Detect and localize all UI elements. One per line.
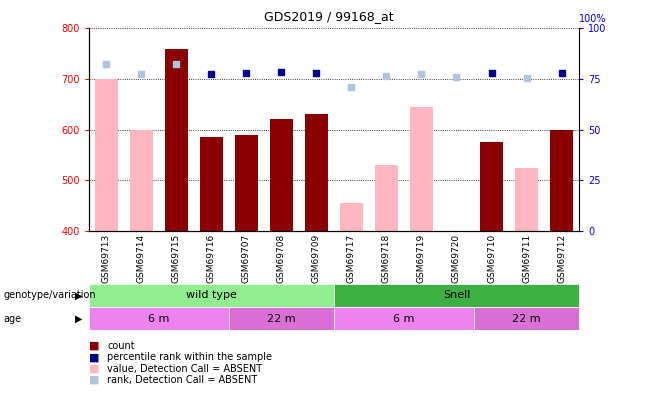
Text: ■: ■: [89, 364, 99, 373]
Text: count: count: [107, 341, 135, 351]
Text: GSM69712: GSM69712: [557, 233, 566, 283]
Bar: [270, 119, 293, 231]
Bar: [515, 168, 538, 231]
Text: GSM69718: GSM69718: [382, 233, 391, 283]
Bar: [480, 142, 503, 231]
Text: GSM69709: GSM69709: [312, 233, 321, 283]
Text: GSM69715: GSM69715: [172, 233, 181, 283]
Text: GSM69717: GSM69717: [347, 233, 356, 283]
Text: ▶: ▶: [75, 313, 83, 324]
Text: wild type: wild type: [186, 290, 237, 301]
Text: age: age: [3, 313, 22, 324]
Text: Snell: Snell: [443, 290, 470, 301]
Bar: [165, 49, 188, 231]
Text: genotype/variation: genotype/variation: [3, 290, 96, 301]
Bar: [89, 307, 229, 330]
Bar: [375, 165, 398, 231]
Bar: [229, 307, 334, 330]
Bar: [305, 114, 328, 231]
Text: ■: ■: [89, 341, 99, 351]
Text: GSM69711: GSM69711: [522, 233, 531, 283]
Text: ■: ■: [89, 375, 99, 385]
Text: GSM69719: GSM69719: [417, 233, 426, 283]
Bar: [235, 134, 258, 231]
Text: GSM69714: GSM69714: [137, 233, 146, 283]
Text: rank, Detection Call = ABSENT: rank, Detection Call = ABSENT: [107, 375, 257, 385]
Text: 6 m: 6 m: [393, 313, 415, 324]
Text: value, Detection Call = ABSENT: value, Detection Call = ABSENT: [107, 364, 263, 373]
Text: GSM69708: GSM69708: [277, 233, 286, 283]
Text: GDS2019 / 99168_at: GDS2019 / 99168_at: [265, 10, 393, 23]
Text: GSM69713: GSM69713: [102, 233, 111, 283]
Text: GSM69707: GSM69707: [242, 233, 251, 283]
Text: GSM69720: GSM69720: [452, 233, 461, 283]
Text: percentile rank within the sample: percentile rank within the sample: [107, 352, 272, 362]
Bar: [340, 203, 363, 231]
Text: GSM69716: GSM69716: [207, 233, 216, 283]
Bar: [200, 137, 223, 231]
Text: GSM69710: GSM69710: [487, 233, 496, 283]
Text: 22 m: 22 m: [512, 313, 541, 324]
Text: ▶: ▶: [75, 290, 83, 301]
Text: 22 m: 22 m: [267, 313, 295, 324]
Bar: [89, 284, 334, 307]
Bar: [130, 130, 153, 231]
Bar: [550, 130, 573, 231]
Bar: [334, 307, 474, 330]
Bar: [410, 107, 433, 231]
Bar: [474, 307, 579, 330]
Text: ■: ■: [89, 352, 99, 362]
Bar: [95, 79, 118, 231]
Text: 100%: 100%: [579, 14, 607, 24]
Text: 6 m: 6 m: [148, 313, 170, 324]
Bar: [334, 284, 579, 307]
